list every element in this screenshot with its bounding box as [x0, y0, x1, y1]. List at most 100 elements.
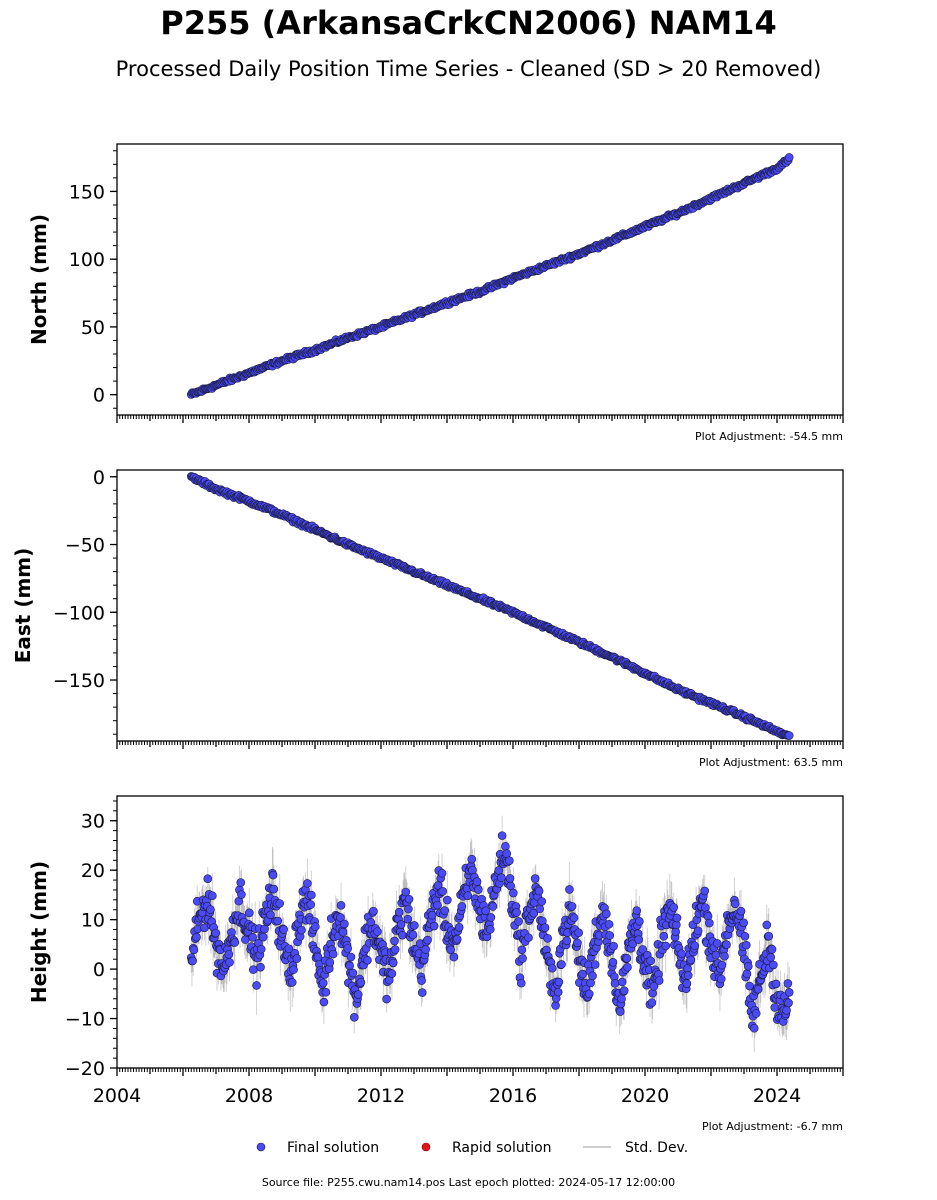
final-point — [751, 1009, 761, 1018]
final-point — [189, 945, 199, 955]
final-point — [617, 977, 627, 987]
final-point — [753, 984, 763, 994]
final-point — [588, 971, 597, 981]
final-point — [690, 941, 700, 951]
plot-adjustment-label: Plot Adjustment: -54.5 mm — [695, 430, 843, 443]
final-point — [269, 884, 279, 894]
final-point — [404, 894, 414, 904]
final-point — [534, 886, 544, 896]
final-point — [306, 900, 316, 909]
final-point — [421, 945, 430, 954]
final-point — [743, 961, 753, 971]
y-tick-label: 100 — [69, 249, 105, 271]
final-point — [677, 949, 686, 959]
final-point — [784, 731, 794, 740]
final-point — [605, 931, 614, 940]
final-point — [682, 979, 692, 988]
final-point — [481, 906, 490, 916]
final-point — [340, 919, 349, 929]
y-tick-label: 0 — [93, 959, 105, 981]
final-point — [547, 963, 557, 973]
final-point — [712, 939, 722, 948]
final-point — [514, 917, 523, 926]
final-point — [307, 890, 316, 900]
final-point — [353, 990, 363, 999]
final-point — [720, 951, 729, 961]
final-point — [468, 865, 477, 875]
final-point — [537, 897, 547, 906]
final-point — [387, 969, 397, 978]
final-point — [693, 926, 703, 936]
final-point — [604, 919, 614, 929]
final-point — [427, 910, 437, 920]
y-tick-label: −100 — [53, 602, 105, 624]
y-tick-label: 30 — [81, 811, 105, 833]
final-point — [647, 998, 657, 1007]
final-point — [578, 969, 587, 979]
final-point — [509, 888, 518, 898]
final-point — [356, 978, 366, 987]
final-point — [297, 925, 306, 935]
final-point — [248, 965, 258, 974]
final-point — [336, 913, 345, 922]
final-point — [518, 954, 527, 963]
panel-north: 0 50 100 150 North (mm) Plot Adjustment: -54.… — [27, 143, 844, 443]
final-point — [730, 899, 740, 909]
final-point — [740, 931, 750, 941]
final-point — [403, 914, 413, 924]
final-point — [245, 908, 254, 918]
final-point — [659, 931, 669, 941]
final-point — [739, 918, 748, 928]
final-point — [628, 939, 638, 949]
chart-title: P255 (ArkansaCrkCN2006) NAM14 — [160, 4, 777, 42]
final-point — [203, 874, 213, 883]
final-point — [237, 890, 246, 899]
final-point — [258, 932, 268, 942]
final-point — [634, 935, 644, 944]
final-point — [454, 923, 464, 932]
final-solution-points — [186, 831, 794, 1033]
final-point — [562, 936, 572, 946]
final-point — [336, 900, 346, 910]
y-tick-label: 0 — [93, 385, 105, 407]
final-point — [429, 921, 439, 931]
final-point — [742, 940, 751, 950]
final-point — [488, 902, 498, 911]
final-point — [736, 906, 746, 916]
final-point — [373, 927, 382, 936]
final-point — [248, 933, 257, 942]
final-point — [363, 956, 372, 965]
final-point — [463, 891, 473, 900]
final-point — [648, 988, 657, 998]
final-point — [398, 930, 407, 940]
final-point — [423, 935, 432, 945]
final-point — [711, 950, 721, 960]
final-point — [574, 928, 583, 938]
final-point — [649, 981, 659, 991]
final-point — [501, 842, 510, 851]
y-tick-label: −50 — [65, 535, 105, 557]
final-point — [553, 987, 563, 997]
final-solution-points — [186, 153, 794, 399]
final-point — [617, 994, 626, 1004]
final-point — [512, 908, 521, 917]
final-point — [722, 940, 731, 949]
final-point — [318, 978, 328, 988]
final-point — [784, 153, 794, 162]
final-point — [602, 909, 611, 919]
final-point — [705, 918, 714, 928]
final-point — [404, 904, 413, 914]
final-point — [524, 933, 533, 942]
final-point — [349, 1012, 359, 1022]
final-point — [325, 957, 335, 967]
final-point — [256, 944, 266, 954]
final-point — [211, 928, 220, 938]
final-point — [303, 879, 312, 888]
final-point — [638, 945, 647, 954]
final-point — [565, 885, 574, 894]
final-point — [252, 981, 261, 990]
final-point — [609, 941, 618, 951]
final-point — [717, 960, 727, 970]
final-point — [438, 887, 448, 896]
final-point — [584, 989, 594, 999]
